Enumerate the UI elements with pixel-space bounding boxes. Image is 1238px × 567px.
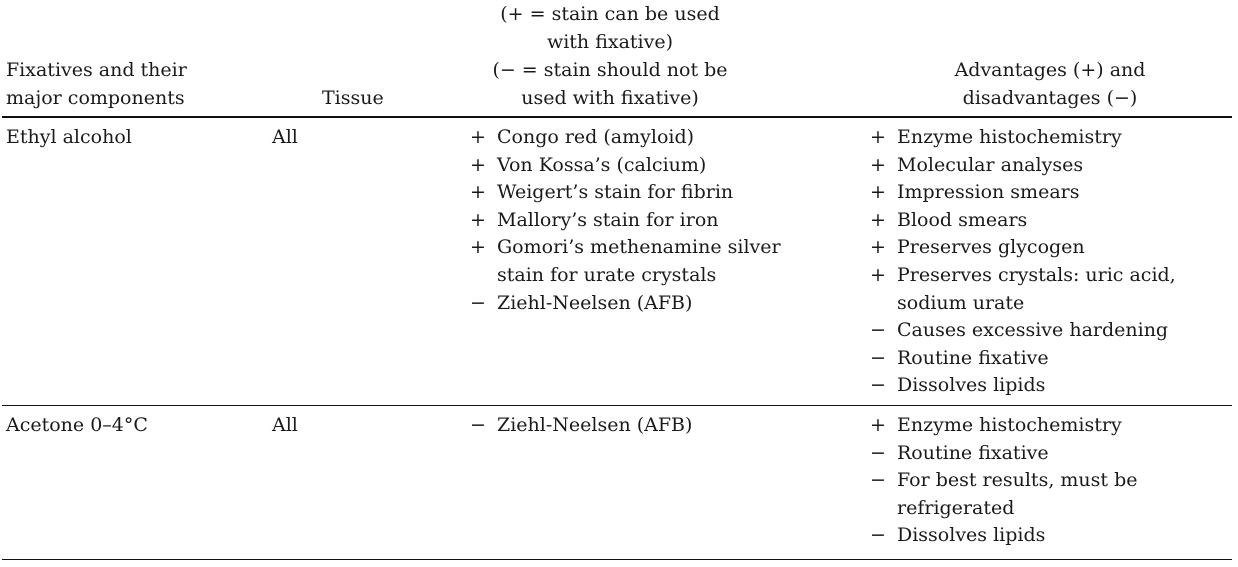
item-text: Mallory’s stain for iron: [497, 208, 719, 231]
item-text: Gomori’s methenamine silver: [497, 236, 781, 259]
sign: +: [870, 126, 886, 148]
item-text: Enzyme histochemistry: [897, 126, 1122, 148]
list-item: + Preserves glycogen: [870, 234, 1176, 262]
item-text: Weigert’s stain for fibrin: [497, 181, 734, 204]
item-text: Von Kossa’s (calcium): [497, 153, 707, 176]
list-item: − Ziehl-Neelsen (AFB): [470, 412, 692, 440]
list-item: + Congo red (amyloid): [470, 124, 781, 152]
item-text: Routine fixative: [897, 441, 1049, 464]
sign: +: [470, 153, 486, 176]
header-fixatives: Fixatives and their major components: [6, 56, 187, 112]
item-text: Molecular analyses: [897, 153, 1084, 176]
item-text: Congo red (amyloid): [497, 126, 695, 148]
list-item: stain for urate crystals: [470, 262, 781, 290]
header-line: Advantages (+) and: [954, 59, 1146, 81]
list-item: + Mallory’s stain for iron: [470, 207, 781, 235]
sign: +: [870, 153, 886, 176]
list-item: + Enzyme histochemistry: [870, 124, 1176, 152]
sign: +: [470, 236, 486, 259]
list-item: + Preserves crystals: uric acid,: [870, 262, 1176, 290]
table-bottom-rule: [2, 559, 1232, 560]
item-text: For best results, must be: [897, 469, 1138, 492]
list-item: + Von Kossa’s (calcium): [470, 152, 781, 180]
item-text: Enzyme histochemistry: [897, 414, 1122, 436]
header-tissue: Tissue: [322, 84, 384, 112]
item-text: Dissolves lipids: [897, 524, 1046, 547]
list-item: − Causes excessive hardening: [870, 317, 1176, 345]
list-item: sodium urate: [870, 290, 1176, 318]
item-text: Ziehl-Neelsen (AFB): [497, 414, 693, 436]
header-advantages: Advantages (+) and disadvantages (−): [900, 56, 1200, 112]
sign: +: [470, 126, 486, 148]
header-line: (+ = stain can be used: [500, 3, 720, 25]
sign: +: [870, 414, 886, 436]
sign: −: [470, 414, 486, 436]
sign: −: [870, 346, 886, 369]
item-text: Ziehl-Neelsen (AFB): [497, 291, 693, 314]
header-line: disadvantages (−): [962, 87, 1138, 109]
list-item: + Weigert’s stain for fibrin: [470, 179, 781, 207]
sign: +: [870, 236, 886, 259]
sign: −: [870, 524, 886, 547]
notes-cell: + Enzyme histochemistry + Molecular analys…: [870, 124, 1176, 400]
item-text: sodium urate: [897, 291, 1025, 314]
header-line: used with fixative): [521, 87, 699, 109]
header-line: with fixative): [546, 31, 674, 53]
list-item: refrigerated: [870, 495, 1137, 523]
item-text: Impression smears: [897, 181, 1080, 204]
list-item: − For best results, must be: [870, 467, 1137, 495]
item-text: Routine fixative: [897, 346, 1049, 369]
header-stains: (+ = stain can be used with fixative) (−…: [440, 0, 780, 112]
stains-cell: − Ziehl-Neelsen (AFB): [470, 412, 692, 440]
item-text: refrigerated: [897, 496, 1015, 519]
stains-cell: + Congo red (amyloid) + Von Kossa’s (calci…: [470, 124, 781, 317]
item-text: Dissolves lipids: [897, 374, 1046, 397]
sign: −: [870, 319, 886, 342]
list-item: + Blood smears: [870, 207, 1176, 235]
header-line: Tissue: [322, 87, 384, 109]
list-item: − Routine fixative: [870, 440, 1137, 468]
sign: −: [870, 374, 886, 397]
row-divider: [2, 405, 1232, 406]
list-item: − Dissolves lipids: [870, 522, 1137, 550]
sign: −: [870, 441, 886, 464]
list-item: + Gomori’s methenamine silver: [470, 234, 781, 262]
list-item: − Routine fixative: [870, 345, 1176, 373]
fixative-cell: Acetone 0–4°C: [6, 414, 148, 436]
tissue-cell: All: [272, 126, 298, 148]
notes-cell: + Enzyme histochemistry − Routine fixative…: [870, 412, 1137, 550]
item-text: Preserves crystals: uric acid,: [897, 263, 1176, 286]
sign: +: [470, 181, 486, 204]
item-text: stain for urate crystals: [497, 263, 717, 286]
tissue-cell: All: [272, 414, 298, 436]
header-line: major components: [6, 87, 185, 109]
list-item: + Impression smears: [870, 179, 1176, 207]
sign: −: [470, 291, 486, 314]
header-line: Fixatives and their: [6, 59, 187, 81]
sign: +: [870, 181, 886, 204]
sign: +: [870, 208, 886, 231]
sign: +: [470, 208, 486, 231]
item-text: Blood smears: [897, 208, 1028, 231]
list-item: + Molecular analyses: [870, 152, 1176, 180]
table-header: Fixatives and their major components Tis…: [0, 0, 1238, 116]
sign: −: [870, 469, 886, 492]
list-item: − Dissolves lipids: [870, 372, 1176, 400]
list-item: + Enzyme histochemistry: [870, 412, 1137, 440]
fixative-cell: Ethyl alcohol: [6, 126, 132, 148]
header-rule: [2, 116, 1232, 118]
header-line: (− = stain should not be: [492, 59, 728, 81]
item-text: Causes excessive hardening: [897, 319, 1169, 342]
sign: +: [870, 263, 886, 286]
list-item: − Ziehl-Neelsen (AFB): [470, 290, 781, 318]
item-text: Preserves glycogen: [897, 236, 1085, 259]
